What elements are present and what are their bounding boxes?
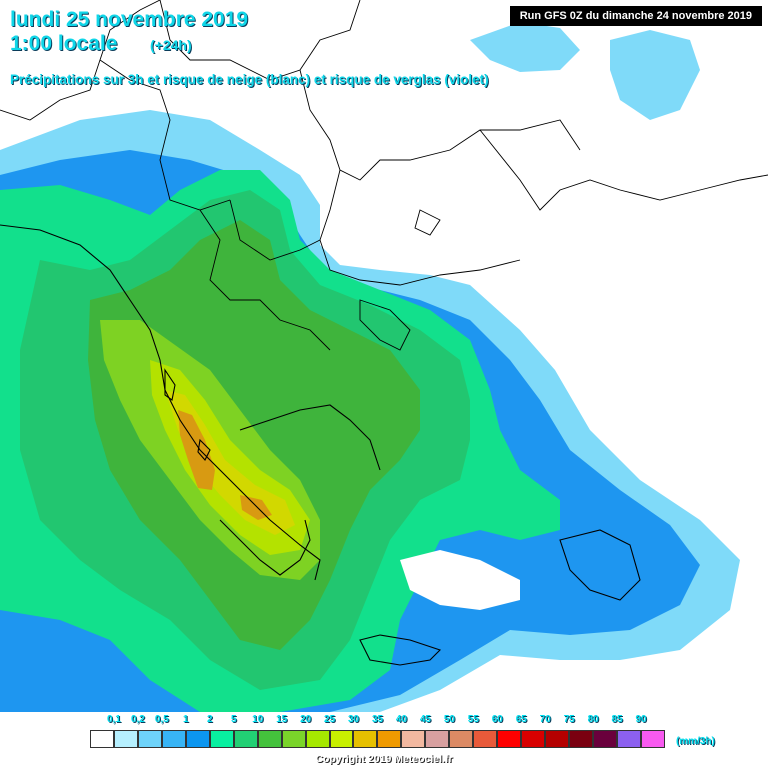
legend-tick-label: 85 — [611, 714, 623, 725]
legend-swatch — [616, 730, 641, 748]
legend-tick-label: 0,1 — [107, 714, 121, 725]
legend-swatch — [401, 730, 426, 748]
legend-unit: (mm/3h) — [676, 736, 715, 747]
legend-tick-label: 15 — [276, 714, 288, 725]
legend-tick-label: 30 — [347, 714, 360, 725]
legend-swatch — [209, 730, 234, 748]
legend-swatch — [281, 730, 306, 748]
legend-swatch — [137, 730, 162, 748]
legend-tick-label: 60 — [491, 714, 503, 725]
legend-tick-label: 20 — [300, 714, 312, 725]
legend-swatch — [185, 730, 210, 748]
coastlines — [0, 224, 641, 666]
legend-tick-label: 75 — [563, 714, 575, 725]
legend-tick-label: 70 — [539, 714, 551, 725]
legend-swatch — [113, 730, 138, 748]
legend-color-scale — [90, 730, 665, 750]
legend-swatch — [593, 730, 617, 748]
legend-tick-label: 35 — [371, 714, 384, 725]
legend-swatch — [473, 730, 498, 748]
legend-tick-label: 0,2 — [130, 714, 145, 725]
legend-tick-label: 40 — [395, 714, 408, 725]
precip-gap-sea — [400, 550, 520, 610]
borders — [0, 0, 768, 351]
legend-tick-label: 1 — [183, 714, 189, 725]
legend-tick-label: 90 — [635, 714, 647, 725]
legend-swatch — [305, 730, 330, 748]
legend-tick-label: 50 — [443, 714, 455, 725]
map-title-time: 1:00 locale — [10, 32, 118, 55]
legend-swatch — [521, 730, 546, 748]
precip-zone-light-cyan-ne — [610, 30, 700, 120]
legend-swatch — [425, 730, 450, 748]
legend-tick-label: 25 — [324, 714, 336, 725]
map-title-date: lundi 25 novembre 2019 — [10, 8, 249, 31]
legend-tick-label: 5 — [230, 714, 237, 725]
legend-tick-label: 10 — [252, 714, 264, 725]
legend-swatch — [569, 730, 594, 748]
legend-swatch — [353, 730, 378, 748]
legend-swatch — [233, 730, 258, 748]
legend-swatch — [497, 730, 522, 748]
legend-swatch — [545, 730, 570, 748]
run-info-badge: Run GFS 0Z du dimanche 24 novembre 2019 — [509, 6, 762, 26]
legend-swatch — [161, 730, 186, 748]
map-subtitle: Précipitations sur 3h et risque de neige… — [10, 72, 489, 87]
precip-zone-light-cyan-north — [470, 22, 580, 72]
legend-swatch — [329, 730, 354, 748]
legend-swatch — [90, 730, 114, 748]
map-forecast-offset: (+24h) — [150, 37, 192, 53]
copyright-text: Copyright 2019 Meteociel.fr — [315, 753, 453, 765]
legend-tick-label: 0,5 — [154, 714, 169, 725]
legend-tick-label: 65 — [515, 714, 527, 725]
legend-tick-label: 45 — [419, 714, 431, 725]
legend-tick-label: 55 — [467, 714, 479, 725]
legend-swatch — [257, 730, 282, 748]
legend-swatch — [377, 730, 402, 748]
legend-swatch — [640, 730, 665, 748]
legend-swatch — [449, 730, 474, 748]
legend-tick-label: 80 — [587, 714, 599, 725]
legend-tick-label: 2 — [207, 714, 213, 725]
